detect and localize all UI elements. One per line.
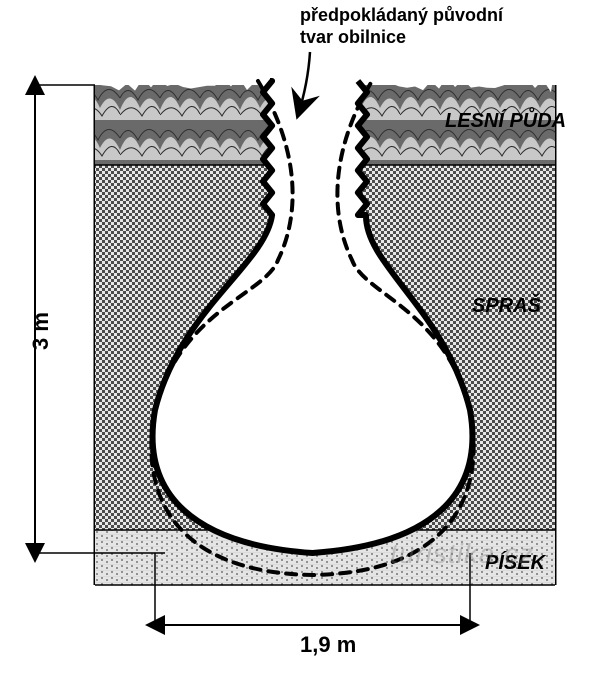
layer-label-middle: SPRAŠ — [472, 295, 541, 318]
dimension-height-label: 3 m — [28, 312, 54, 350]
dimension-width-label: 1,9 m — [300, 632, 356, 658]
title-label: předpokládaný původní tvar obilnice — [300, 5, 503, 48]
diagram-svg — [0, 0, 600, 680]
layer-label-top: LESNÍ PŮDA — [445, 110, 566, 133]
diagram-container: předpokládaný původní tvar obilnice LESN… — [0, 0, 600, 680]
watermark: turistika.cz — [390, 538, 534, 570]
title-line1: předpokládaný původní — [300, 5, 503, 25]
title-line2: tvar obilnice — [300, 27, 406, 47]
